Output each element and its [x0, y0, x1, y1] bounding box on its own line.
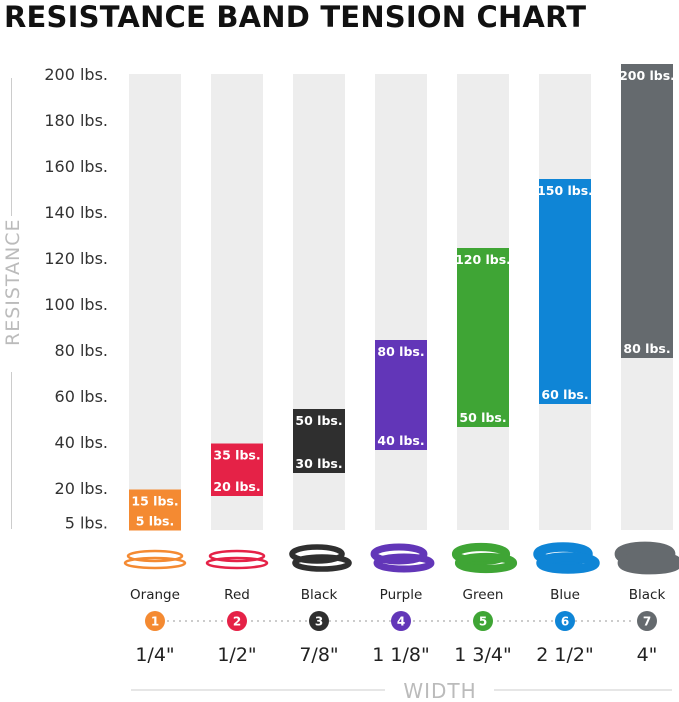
- band-width-label: 4": [637, 644, 658, 666]
- band-width-label: 2 1/2": [536, 644, 593, 666]
- chart-title: RESISTANCE BAND TENSION CHART: [4, 0, 587, 34]
- band-icon: [123, 556, 187, 570]
- band-number: 7: [643, 615, 651, 629]
- bar-high-label: 35 lbs.: [213, 448, 260, 463]
- band-color-name: Green: [463, 587, 504, 603]
- band-width-label: 1/4": [135, 644, 174, 666]
- band-width-label: 1 3/4": [454, 644, 511, 666]
- band-number-badge: [227, 611, 247, 631]
- y-tick-label: 120 lbs.: [44, 249, 108, 268]
- band-icon: [370, 543, 428, 565]
- band-color-name: Black: [629, 587, 666, 603]
- band-color-name: Purple: [380, 587, 423, 603]
- bar-track: [129, 74, 181, 530]
- resistance-bar: [457, 248, 509, 427]
- bar-high-label: 80 lbs.: [377, 344, 424, 359]
- resistance-bar: [539, 179, 591, 404]
- band-icon: [208, 549, 266, 563]
- y-tick-label: 140 lbs.: [44, 203, 108, 222]
- resistance-bar: [375, 340, 427, 450]
- band-width-label: 1/2": [217, 644, 256, 666]
- y-tick-label: 160 lbs.: [44, 157, 108, 176]
- y-tick-label: 60 lbs.: [55, 387, 108, 406]
- band-icon: [617, 551, 679, 575]
- bar-low-label: 60 lbs.: [541, 387, 588, 402]
- bar-low-label: 40 lbs.: [377, 433, 424, 448]
- bar-low-label: 20 lbs.: [213, 479, 260, 494]
- y-tick-label: 20 lbs.: [55, 479, 108, 498]
- band-icon: [454, 552, 518, 574]
- y-tick-label: 5 lbs.: [65, 514, 108, 533]
- band-width-label: 7/8": [299, 644, 338, 666]
- band-number: 4: [397, 615, 405, 629]
- band-number-badge: [555, 611, 575, 631]
- band-icon: [126, 549, 184, 563]
- band-icon: [292, 554, 352, 572]
- band-number: 6: [561, 615, 569, 629]
- band-number: 5: [479, 615, 487, 629]
- band-color-name: Black: [301, 587, 338, 603]
- band-width-label: 1 1/8": [372, 644, 429, 666]
- band-number: 2: [233, 615, 241, 629]
- band-color-name: Orange: [130, 587, 180, 603]
- bar-high-label: 150 lbs.: [537, 183, 593, 198]
- y-tick-label: 40 lbs.: [55, 433, 108, 452]
- bar-high-label: 120 lbs.: [455, 252, 511, 267]
- bar-low-label: 80 lbs.: [623, 341, 670, 356]
- band-number-badge: [637, 611, 657, 631]
- y-tick-label: 180 lbs.: [44, 111, 108, 130]
- y-tick-label: 80 lbs.: [55, 341, 108, 360]
- y-tick-label: 200 lbs.: [44, 65, 108, 84]
- bar-high-label: 50 lbs.: [295, 413, 342, 428]
- x-axis-label: WIDTH: [403, 679, 476, 702]
- resistance-bar: [293, 409, 345, 473]
- band-number: 1: [151, 615, 159, 629]
- band-number-badge: [309, 611, 329, 631]
- y-axis-line: [11, 372, 12, 529]
- y-tick-label: 100 lbs.: [44, 295, 108, 314]
- band-number-badge: [391, 611, 411, 631]
- bar-high-label: 15 lbs.: [131, 494, 178, 509]
- band-icon: [205, 556, 269, 570]
- band-icon: [536, 552, 600, 574]
- band-color-name: Red: [224, 587, 250, 603]
- band-number: 3: [315, 615, 323, 629]
- band-number-badge: [473, 611, 493, 631]
- band-color-name: Blue: [550, 587, 580, 603]
- bar-low-label: 30 lbs.: [295, 456, 342, 471]
- resistance-bar: [211, 443, 263, 496]
- resistance-bar: [621, 64, 673, 358]
- bar-high-label: 200 lbs.: [619, 68, 675, 83]
- band-icon: [373, 553, 435, 573]
- resistance-bar: [129, 489, 181, 531]
- bar-track: [375, 74, 427, 530]
- y-axis-line: [11, 78, 12, 216]
- band-icon: [289, 544, 345, 564]
- band-number-badge: [145, 611, 165, 631]
- bar-low-label: 5 lbs.: [136, 514, 174, 529]
- bar-low-label: 50 lbs.: [459, 410, 506, 425]
